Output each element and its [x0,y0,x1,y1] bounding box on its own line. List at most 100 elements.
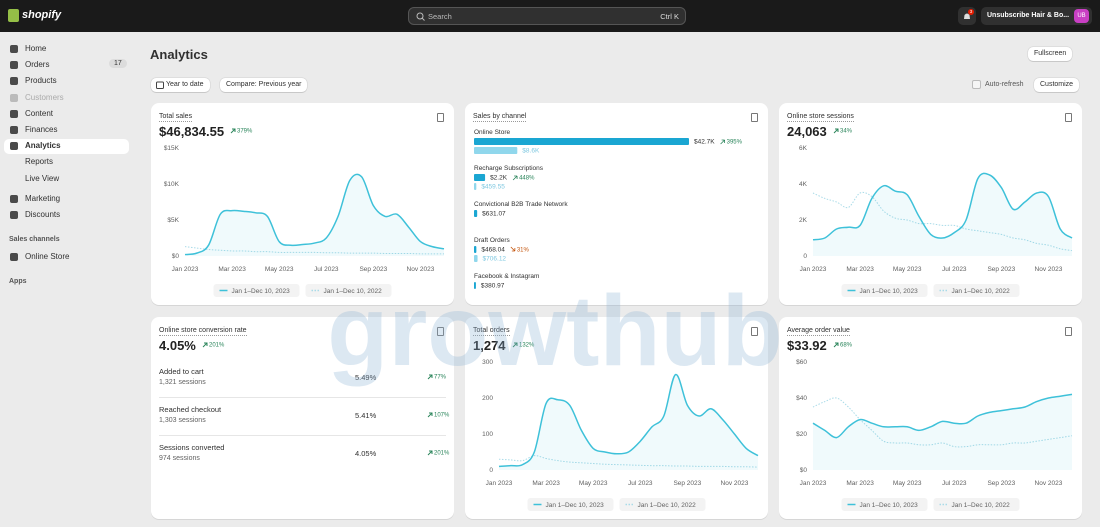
calendar-icon [156,81,164,89]
change-value: 132% [519,342,535,349]
compare-label: Compare: Previous year [226,81,302,88]
x-tick-label: May 2023 [579,480,608,487]
nav-item[interactable]: Orders [25,60,50,69]
channel-value: $459.55 [481,184,505,191]
legend-bg [527,498,614,511]
trend-arrow [833,128,839,134]
auto-refresh-label: Auto-refresh [985,81,1024,88]
y-tick-label: 200 [482,395,493,402]
nav-item[interactable]: Reports [25,157,54,166]
row-sessions: 1,321 sessions [159,379,206,386]
nav-item[interactable]: Customers [25,93,64,102]
brand: shopify [22,9,62,21]
export-icon [751,113,758,122]
channel-value: $631.07 [482,211,506,218]
nav-item[interactable]: Home [25,44,47,53]
change-value: 379% [237,128,253,135]
nav-item[interactable]: Online Store [25,252,70,261]
row-label: Added to cart [159,367,204,376]
date-range-button[interactable]: Year to date [151,78,210,92]
trend-arrow [427,450,433,456]
auto-refresh-checkbox[interactable] [972,80,981,89]
arrow-head [232,128,236,132]
legend-label: Jan 1–Dec 10, 2022 [638,502,697,509]
arrow-line [230,128,236,134]
row-rate: 5.49% [355,373,377,382]
card: Total orders 1,274 132% 0 100 200 300 Jan 2023 M… [465,317,768,519]
arrow-head [835,128,839,132]
y-tick-label: 4K [799,181,808,188]
store-menu[interactable]: Unsubscribe Hair & Bo... UB [981,7,1092,25]
trend-arrow [512,175,518,181]
notifications-button[interactable]: 3 [958,7,976,25]
card-title: Total sales [159,113,193,122]
row-rate: 4.05% [355,449,377,458]
nav-icon [10,94,18,102]
channel-bar [474,246,477,253]
compare-button[interactable]: Compare: Previous year [220,78,308,92]
nav-icon [10,211,18,219]
trend-arrow [427,374,433,380]
export-icon [1065,327,1072,336]
y-tick-label: 0 [489,467,493,474]
sidebar: Home Orders 17 Products Customers Content Fina… [0,32,135,527]
card-value: $33.92 [787,338,827,353]
x-tick-label: Mar 2023 [218,266,246,273]
row-label: Sessions converted [159,443,225,452]
channel-name: Draft Orders [474,237,511,244]
change-value: 201% [434,450,450,457]
x-tick-label: Jul 2023 [314,266,339,273]
page-title: Analytics [150,47,208,62]
x-tick-label: Jan 2023 [800,266,827,273]
nav-icon [10,45,18,53]
nav-item[interactable]: Live View [25,174,60,183]
trend-arrow [512,342,518,348]
card-value: 1,274 [473,338,506,353]
x-tick-label: May 2023 [893,266,922,273]
x-tick-label: Nov 2023 [407,266,435,273]
customize-button[interactable]: Customize [1034,78,1080,92]
nav-item[interactable]: Products [25,76,57,85]
legend-item: Jan 1–Dec 10, 2023 [213,284,300,297]
legend-item: Jan 1–Dec 10, 2022 [619,498,706,511]
x-tick-label: Jan 2023 [172,266,199,273]
nav-icon [10,110,18,118]
arrow-line [427,450,433,456]
y-tick-label: $20 [796,431,807,438]
legend-bg [841,284,928,297]
nav-item[interactable]: Finances [25,125,58,134]
search-box[interactable]: Search Ctrl K [408,7,686,25]
channel-name: Facebook & Instagram [474,273,539,280]
y-tick-label: $10K [164,181,180,188]
row-divider [159,397,446,398]
bar-chart: Online Store $42.7K 395% $8.6K Recharge Subs… [474,129,743,290]
change-value: 34% [840,128,853,135]
card-title: Sales by channel [473,113,527,122]
x-tick-label: Jul 2023 [628,480,653,487]
y-tick-label: $0 [800,467,808,474]
series-line [812,393,1073,439]
y-tick-label: $15K [164,145,180,152]
fullscreen-button[interactable]: Fullscreen [1028,47,1073,61]
change: 68% [833,342,852,349]
nav-item[interactable]: Marketing [25,194,61,203]
change: 132% [512,342,534,349]
nav-item[interactable]: Content [25,109,54,118]
y-tick-label: 300 [482,359,493,366]
x-tick-label: Nov 2023 [1035,266,1063,273]
legend-label: Jan 1–Dec 10, 2022 [324,288,383,295]
legend-item: Jan 1–Dec 10, 2023 [841,284,928,297]
x-tick-label: Sep 2023 [673,480,701,487]
legend-item: Jan 1–Dec 10, 2023 [841,498,928,511]
nav-item[interactable]: Discounts [25,210,61,219]
arrow-head [429,450,433,454]
change: 77% [427,374,446,381]
card-title: Average order value [787,327,850,336]
arrow-head [204,342,208,346]
active-bg [4,139,129,154]
change-value: 201% [209,342,225,349]
export-icon [437,327,444,336]
legend-bg [619,498,706,511]
channel-bar [474,282,476,289]
nav-item[interactable]: Analytics [25,141,61,150]
